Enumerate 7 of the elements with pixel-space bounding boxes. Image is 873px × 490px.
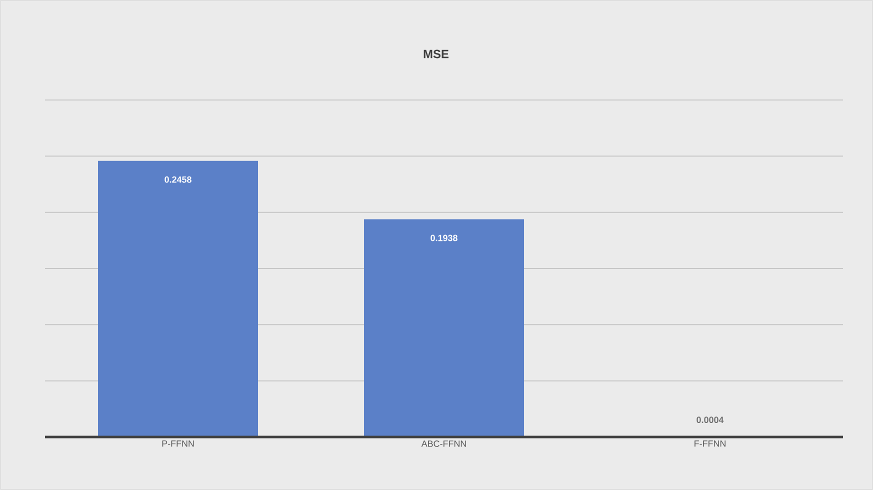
x-tick-label: ABC-FFNN — [421, 440, 466, 447]
chart-title: MSE — [424, 50, 448, 58]
x-tick-label: P-FFNN — [162, 440, 194, 447]
data-label: 0.1938 — [430, 234, 458, 242]
data-label: 0.2458 — [164, 176, 192, 183]
data-label: 0.0004 — [696, 416, 724, 424]
x-tick-label: F-FFNN — [694, 440, 726, 447]
